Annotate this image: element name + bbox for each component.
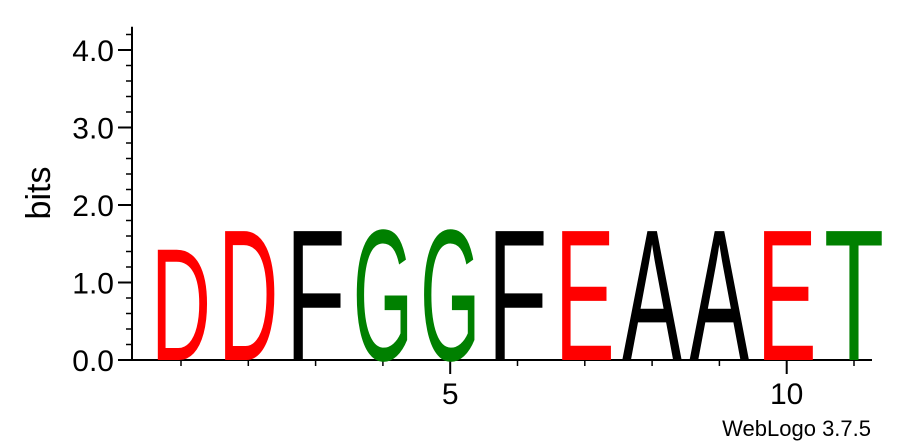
letter-glyph: T xyxy=(824,191,884,400)
x-tick-label: 10 xyxy=(770,378,803,411)
letter-11: T xyxy=(824,191,884,400)
x-tick-label: 5 xyxy=(442,378,459,411)
letter-7: E xyxy=(555,192,615,401)
letter-glyph: D xyxy=(218,191,278,400)
letter-4: G xyxy=(353,191,413,400)
letter-glyph: F xyxy=(488,191,548,400)
letter-glyph: E xyxy=(555,192,615,401)
letter-10: E xyxy=(757,192,817,401)
y-tick-label: 4.0 xyxy=(72,35,114,68)
footer-version-label: WebLogo 3.7.5 xyxy=(722,416,871,441)
letter-glyph: A xyxy=(689,192,749,401)
letter-glyph: A xyxy=(622,192,682,401)
letter-glyph: G xyxy=(420,191,480,400)
letter-glyph: G xyxy=(353,191,413,400)
y-axis-label: bits xyxy=(20,167,58,220)
letter-8: A xyxy=(622,192,682,401)
letter-glyph: F xyxy=(286,191,346,400)
letter-1: D xyxy=(151,216,211,396)
letter-9: A xyxy=(689,192,749,401)
letter-2: D xyxy=(218,191,278,400)
y-tick-label: 3.0 xyxy=(72,113,114,146)
y-tick-label: 1.0 xyxy=(72,268,114,301)
letter-6: F xyxy=(488,191,548,400)
y-tick-label: 0.0 xyxy=(72,345,114,378)
axes: 0.0 1.0 2.0 3.0 4.0 5 10 xyxy=(72,26,872,411)
y-tick-label: 2.0 xyxy=(72,190,114,223)
letter-glyph: E xyxy=(757,192,817,401)
letter-5: G xyxy=(420,191,480,400)
letter-3: F xyxy=(286,191,346,400)
letter-glyph: D xyxy=(151,216,211,396)
